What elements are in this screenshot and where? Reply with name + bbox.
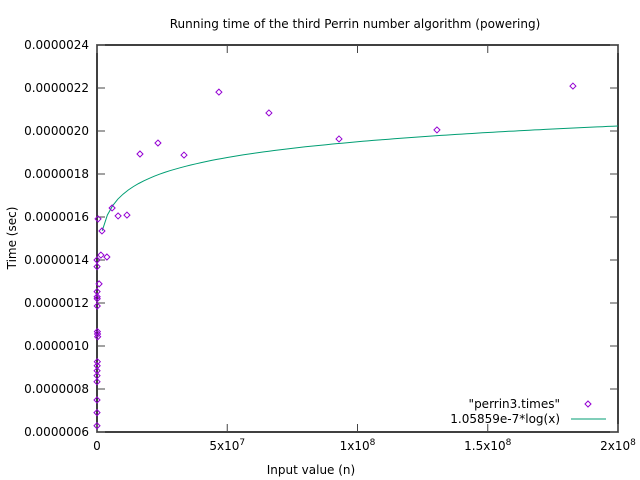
y-tick-label: 0.0000010 bbox=[24, 339, 89, 353]
data-point bbox=[215, 88, 223, 96]
data-point bbox=[93, 362, 101, 370]
chart-title: Running time of the third Perrin number … bbox=[170, 17, 541, 31]
x-tick-label: 0 bbox=[93, 439, 101, 453]
data-point bbox=[433, 126, 441, 134]
legend-label-points: "perrin3.times" bbox=[469, 397, 560, 411]
y-tick-label: 0.0000024 bbox=[24, 38, 89, 52]
data-point bbox=[98, 227, 106, 235]
data-point bbox=[93, 256, 101, 264]
x-tick-label: 1x108 bbox=[340, 438, 376, 453]
data-point bbox=[97, 251, 105, 259]
plot-border bbox=[96, 44, 619, 433]
data-point bbox=[94, 215, 102, 223]
data-point bbox=[335, 135, 343, 143]
legend: "perrin3.times" 1.05859e-7*log(x) bbox=[450, 397, 606, 426]
x-axis-label: Input value (n) bbox=[267, 463, 355, 477]
data-point bbox=[108, 204, 116, 212]
data-point bbox=[93, 422, 101, 430]
y-tick-label: 0.0000022 bbox=[24, 81, 89, 95]
data-point bbox=[103, 253, 111, 261]
x-tick-label: 1.5x108 bbox=[464, 438, 511, 453]
y-tick-label: 0.0000018 bbox=[24, 167, 89, 181]
data-point bbox=[93, 367, 101, 375]
data-point bbox=[93, 357, 102, 366]
data-point bbox=[93, 262, 101, 271]
data-point bbox=[154, 139, 162, 147]
data-point bbox=[93, 371, 101, 380]
y-tick-label: 0.0000020 bbox=[24, 124, 89, 138]
legend-marker-points bbox=[584, 400, 592, 408]
data-point bbox=[93, 408, 101, 417]
data-point bbox=[93, 302, 101, 310]
data-point bbox=[569, 82, 577, 90]
data-point bbox=[93, 377, 101, 386]
x-tick-label: 2x108 bbox=[600, 438, 636, 453]
data-point bbox=[114, 212, 122, 220]
data-point bbox=[93, 327, 102, 336]
y-tick-label: 0.0000012 bbox=[24, 296, 89, 310]
y-tick-label: 0.0000014 bbox=[24, 253, 89, 267]
fit-curve bbox=[101, 125, 619, 231]
y-axis-label: Time (sec) bbox=[5, 207, 19, 271]
y-tick-label: 0.0000008 bbox=[24, 382, 89, 396]
x-tick-label: 5x107 bbox=[209, 438, 245, 453]
data-point bbox=[123, 211, 131, 219]
legend-label-fit: 1.05859e-7*log(x) bbox=[450, 412, 560, 426]
y-tick-label: 0.0000006 bbox=[24, 425, 89, 439]
data-point bbox=[93, 287, 101, 296]
data-point bbox=[136, 150, 144, 158]
data-point bbox=[93, 396, 101, 404]
data-point bbox=[95, 280, 103, 288]
data-point bbox=[265, 109, 273, 117]
y-tick-label: 0.0000016 bbox=[24, 210, 89, 224]
data-point bbox=[180, 151, 188, 159]
data-point bbox=[93, 293, 101, 301]
